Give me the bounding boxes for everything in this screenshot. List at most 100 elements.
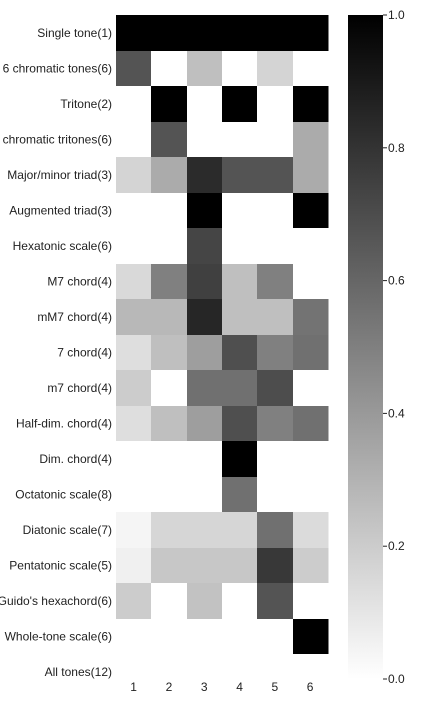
heatmap-cell (116, 51, 152, 87)
heatmap-cell (187, 51, 223, 87)
heatmap-cell (293, 86, 329, 123)
heatmap-cell (257, 654, 294, 691)
heatmap-cell (222, 548, 258, 584)
heatmap-cell (222, 441, 258, 478)
heatmap-cell (257, 264, 294, 300)
heatmap-cell (257, 86, 294, 123)
colorbar-tick-label: 0.6 (388, 274, 405, 288)
heatmap-cell (116, 299, 152, 336)
heatmap-cell (293, 299, 329, 336)
y-tick-label: Guido's hexachord(6) (0, 594, 112, 608)
heatmap-cell (257, 477, 294, 513)
heatmap-cell (116, 228, 152, 265)
heatmap-cell (293, 370, 329, 407)
heatmap-cell (257, 299, 294, 336)
heatmap-cell (151, 193, 188, 229)
heatmap-cell (151, 548, 188, 584)
heatmap-cell (257, 406, 294, 442)
heatmap-cell (116, 477, 152, 513)
heatmap-cell (222, 335, 258, 371)
heatmap-cell (293, 228, 329, 265)
heatmap-cell (151, 228, 188, 265)
heatmap-cell (116, 548, 152, 584)
heatmap-cell (257, 193, 294, 229)
heatmap-cell (293, 654, 329, 691)
y-tick-label: All tones(12) (45, 665, 112, 679)
heatmap-cell (293, 264, 329, 300)
heatmap-cell (222, 157, 258, 194)
heatmap-cell (187, 122, 223, 158)
heatmap-cell (116, 335, 152, 371)
y-tick-label: Whole-tone scale(6) (5, 629, 112, 643)
heatmap-cell (293, 477, 329, 513)
heatmap-cell (151, 370, 188, 407)
heatmap-cell (187, 15, 223, 52)
heatmap-cell (151, 51, 188, 87)
heatmap-cell (187, 86, 223, 123)
heatmap-cell (151, 264, 188, 300)
heatmap-cell (257, 548, 294, 584)
heatmap-cell (222, 477, 258, 513)
heatmap-cell (116, 370, 152, 407)
heatmap-cell (222, 654, 258, 691)
heatmap-cell (293, 548, 329, 584)
y-tick-label: Diatonic scale(7) (23, 523, 112, 537)
heatmap-cell (293, 157, 329, 194)
heatmap-cell (257, 441, 294, 478)
heatmap-cell (151, 654, 188, 691)
heatmap-cells (116, 15, 329, 691)
heatmap-cell (187, 157, 223, 194)
y-tick-label: 7 chord(4) (57, 345, 112, 359)
x-tick-label: 4 (236, 680, 243, 694)
heatmap-cell (151, 477, 188, 513)
heatmap-cell (222, 228, 258, 265)
heatmap-cell (257, 619, 294, 655)
heatmap-cell (222, 86, 258, 123)
heatmap-cell (222, 512, 258, 549)
heatmap-cell (151, 335, 188, 371)
heatmap-cell (293, 512, 329, 549)
y-tick-label: mM7 chord(4) (37, 310, 112, 324)
colorbar-tick-label: 0.4 (388, 406, 405, 420)
colorbar-tick-label: 0.0 (388, 672, 405, 686)
heatmap-cell (257, 370, 294, 407)
heatmap-cell (293, 406, 329, 442)
heatmap-cell (187, 441, 223, 478)
heatmap-cell (187, 370, 223, 407)
heatmap-cell (151, 441, 188, 478)
heatmap-cell (187, 583, 223, 620)
heatmap-cell (151, 299, 188, 336)
heatmap-cell (293, 122, 329, 158)
y-tick-label: M7 chord(4) (47, 274, 112, 288)
heatmap-cell (222, 51, 258, 87)
heatmap-cell (293, 583, 329, 620)
x-tick-labels: 1 2 3 4 5 6 (130, 680, 314, 694)
heatmap-cell (116, 654, 152, 691)
heatmap-cell (187, 548, 223, 584)
heatmap-cell (187, 477, 223, 513)
heatmap-cell (222, 619, 258, 655)
heatmap-cell (293, 15, 329, 52)
y-tick-labels: Single tone(1) 6 chromatic tones(6) Triton… (0, 26, 112, 679)
y-tick-label: Dim. chord(4) (39, 452, 112, 466)
heatmap-cell (222, 193, 258, 229)
y-tick-label: Pentatonic scale(5) (9, 558, 112, 572)
heatmap-cell (116, 583, 152, 620)
heatmap-cell (187, 299, 223, 336)
heatmap-cell (293, 619, 329, 655)
colorbar: 0.0 0.2 0.4 0.6 0.8 1.0 (348, 8, 405, 686)
heatmap-cell (187, 264, 223, 300)
heatmap-cell (151, 512, 188, 549)
heatmap-cell (151, 86, 188, 123)
heatmap-cell (116, 86, 152, 123)
x-tick-label: 6 (307, 680, 314, 694)
heatmap-cell (151, 406, 188, 442)
heatmap-cell (116, 157, 152, 194)
heatmap-cell (257, 335, 294, 371)
heatmap-cell (151, 15, 188, 52)
heatmap-cell (222, 264, 258, 300)
heatmap-cell (116, 193, 152, 229)
heatmap-cell (187, 512, 223, 549)
heatmap-cell (257, 51, 294, 87)
x-tick-label: 3 (201, 680, 208, 694)
